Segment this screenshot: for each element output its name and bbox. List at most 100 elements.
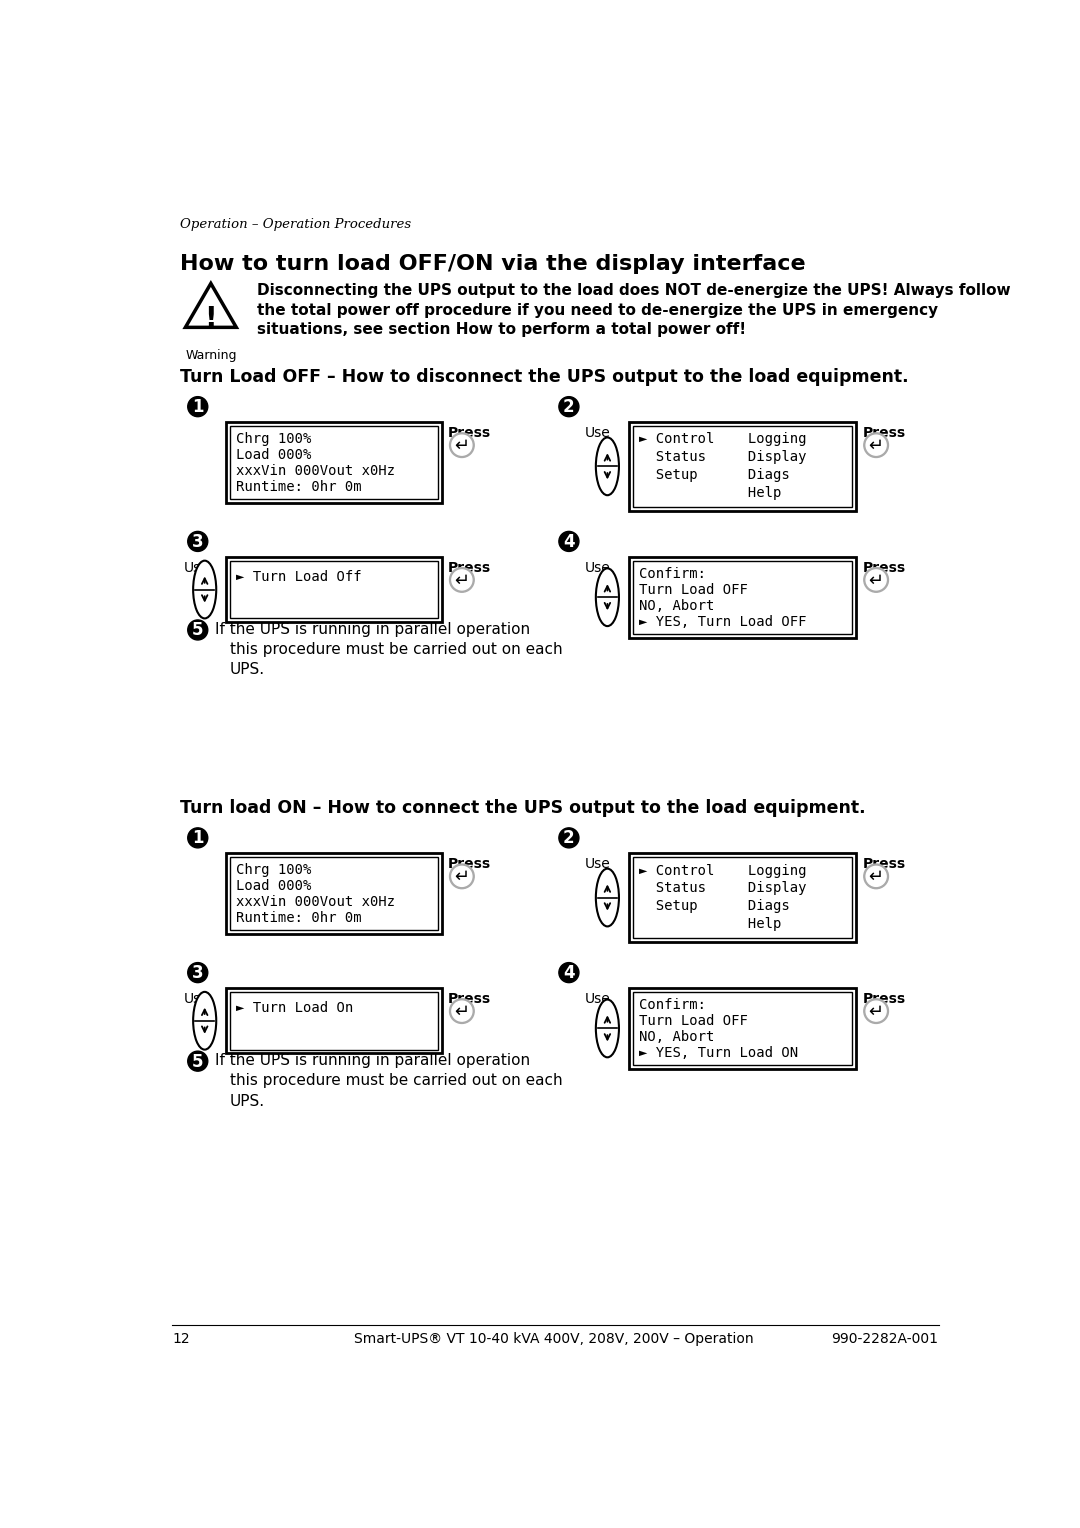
Text: Press: Press — [448, 857, 491, 871]
Circle shape — [864, 863, 889, 889]
Text: 2: 2 — [563, 830, 575, 847]
Circle shape — [864, 567, 889, 593]
Text: xxxVin 000Vout x0Hz: xxxVin 000Vout x0Hz — [237, 895, 395, 909]
Circle shape — [558, 397, 579, 417]
Text: ↵: ↵ — [455, 571, 470, 590]
Circle shape — [451, 866, 472, 886]
Bar — [226, 422, 442, 503]
Text: Load 000%: Load 000% — [237, 879, 312, 894]
Circle shape — [188, 532, 207, 552]
Text: 5: 5 — [192, 1053, 203, 1071]
Text: Setup      Diags: Setup Diags — [639, 468, 789, 483]
Circle shape — [449, 863, 474, 889]
Text: Confirm:: Confirm: — [639, 567, 706, 581]
Polygon shape — [186, 284, 237, 327]
Text: this procedure must be carried out on each: this procedure must be carried out on ea… — [230, 642, 563, 657]
Text: Chrg 100%: Chrg 100% — [237, 432, 312, 446]
Text: If the UPS is running in parallel operation: If the UPS is running in parallel operat… — [215, 1053, 530, 1068]
Bar — [633, 561, 852, 634]
Text: Chrg 100%: Chrg 100% — [237, 863, 312, 877]
Circle shape — [864, 432, 889, 457]
Text: xxxVin 000Vout x0Hz: xxxVin 000Vout x0Hz — [237, 465, 395, 478]
Text: Press: Press — [862, 857, 905, 871]
Text: Press: Press — [448, 561, 491, 575]
Text: Runtime: 0hr 0m: Runtime: 0hr 0m — [237, 480, 362, 494]
Text: Operation – Operation Procedures: Operation – Operation Procedures — [180, 219, 411, 231]
Text: NO, Abort: NO, Abort — [639, 599, 714, 613]
Circle shape — [188, 828, 207, 848]
Text: ► Control    Logging: ► Control Logging — [639, 432, 807, 446]
Text: 1: 1 — [192, 830, 203, 847]
Text: 4: 4 — [563, 964, 575, 983]
Bar — [633, 992, 852, 1065]
Text: 3: 3 — [192, 964, 203, 983]
Text: NO, Abort: NO, Abort — [639, 1030, 714, 1044]
Ellipse shape — [193, 561, 216, 619]
Text: 1: 1 — [192, 399, 203, 416]
Bar — [230, 857, 438, 931]
Text: this procedure must be carried out on each: this procedure must be carried out on ea… — [230, 1074, 563, 1088]
Text: Press: Press — [862, 426, 905, 440]
Circle shape — [866, 570, 886, 590]
Text: Disconnecting the UPS output to the load does NOT de-energize the UPS! Always fo: Disconnecting the UPS output to the load… — [257, 284, 1011, 298]
Text: Press: Press — [862, 561, 905, 575]
Bar — [230, 561, 438, 619]
Text: 2: 2 — [563, 399, 575, 416]
Text: 5: 5 — [192, 622, 203, 639]
Bar — [633, 426, 852, 507]
Text: Use: Use — [184, 992, 210, 1005]
Circle shape — [449, 432, 474, 457]
Text: Help: Help — [639, 486, 781, 500]
Text: Press: Press — [448, 992, 491, 1005]
Text: ↵: ↵ — [868, 437, 883, 455]
Text: Turn load ON – How to connect the UPS output to the load equipment.: Turn load ON – How to connect the UPS ou… — [180, 799, 866, 817]
Text: ↵: ↵ — [868, 1002, 883, 1021]
Text: Use: Use — [184, 561, 210, 575]
Circle shape — [451, 570, 472, 590]
Text: ↵: ↵ — [455, 437, 470, 455]
Text: ► Control    Logging: ► Control Logging — [639, 863, 807, 877]
Bar — [230, 992, 438, 1050]
Text: ↵: ↵ — [455, 1002, 470, 1021]
Circle shape — [451, 1001, 472, 1021]
Text: situations, see section How to perform a total power off!: situations, see section How to perform a… — [257, 322, 746, 338]
Text: ► YES, Turn Load OFF: ► YES, Turn Load OFF — [639, 614, 807, 630]
Text: the total power off procedure if you need to de-energize the UPS in emergency: the total power off procedure if you nee… — [257, 303, 939, 318]
Text: If the UPS is running in parallel operation: If the UPS is running in parallel operat… — [215, 622, 530, 637]
Text: 12: 12 — [173, 1332, 190, 1346]
Text: Press: Press — [448, 426, 491, 440]
Text: Status     Display: Status Display — [639, 882, 807, 895]
Ellipse shape — [596, 568, 619, 626]
Text: Warning: Warning — [185, 348, 237, 362]
Text: !: ! — [204, 306, 217, 333]
Circle shape — [866, 1001, 886, 1021]
Circle shape — [188, 963, 207, 983]
Circle shape — [451, 435, 472, 455]
Circle shape — [449, 999, 474, 1024]
Circle shape — [866, 866, 886, 886]
Text: 3: 3 — [192, 533, 203, 550]
Text: ↵: ↵ — [868, 571, 883, 590]
Text: Load 000%: Load 000% — [237, 448, 312, 461]
Text: Turn Load OFF: Turn Load OFF — [639, 582, 747, 597]
Bar — [629, 989, 856, 1070]
Ellipse shape — [596, 999, 619, 1057]
Circle shape — [558, 828, 579, 848]
Text: Confirm:: Confirm: — [639, 998, 706, 1012]
Circle shape — [558, 963, 579, 983]
Bar — [226, 556, 442, 622]
Bar — [226, 853, 442, 934]
Circle shape — [449, 567, 474, 593]
Bar — [633, 857, 852, 938]
Text: Turn Load OFF – How to disconnect the UPS output to the load equipment.: Turn Load OFF – How to disconnect the UP… — [180, 368, 908, 387]
Text: Status     Display: Status Display — [639, 451, 807, 465]
Text: Use: Use — [584, 426, 610, 440]
Text: Use: Use — [584, 992, 610, 1005]
Circle shape — [558, 532, 579, 552]
Text: Runtime: 0hr 0m: Runtime: 0hr 0m — [237, 911, 362, 926]
Text: Turn Load OFF: Turn Load OFF — [639, 1015, 747, 1028]
Bar — [629, 853, 856, 941]
Text: UPS.: UPS. — [230, 1094, 266, 1108]
Text: UPS.: UPS. — [230, 662, 266, 677]
Text: 4: 4 — [563, 533, 575, 550]
